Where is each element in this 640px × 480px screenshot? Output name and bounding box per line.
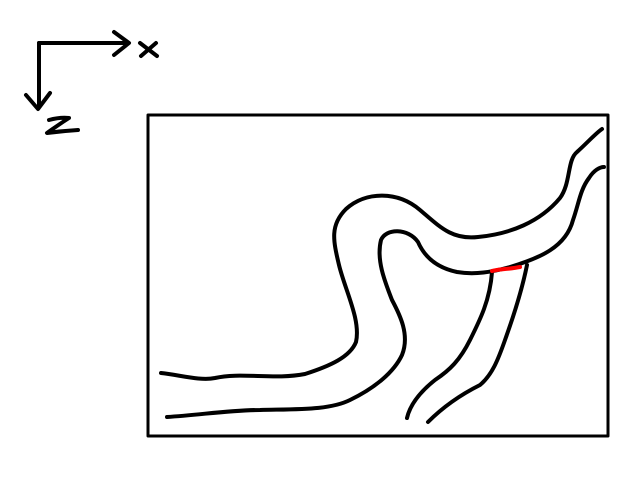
- junction-highlight-segment: [490, 265, 522, 273]
- x-axis-arrow: [37, 30, 131, 57]
- z-axis-arrow: [24, 41, 52, 111]
- branch-channel-left-wall: [405, 270, 494, 420]
- domain-frame: [146, 113, 610, 438]
- x-axis-label-glyph: [138, 41, 159, 58]
- main-channel-lower-wall: [165, 165, 606, 419]
- main-channel-upper-wall: [159, 127, 604, 381]
- z-axis-label: Z: [62, 125, 63, 127]
- z-axis-label-glyph: [45, 115, 80, 135]
- branch-channel-right-wall: [426, 263, 529, 424]
- axes-indicator: x Z: [24, 30, 159, 135]
